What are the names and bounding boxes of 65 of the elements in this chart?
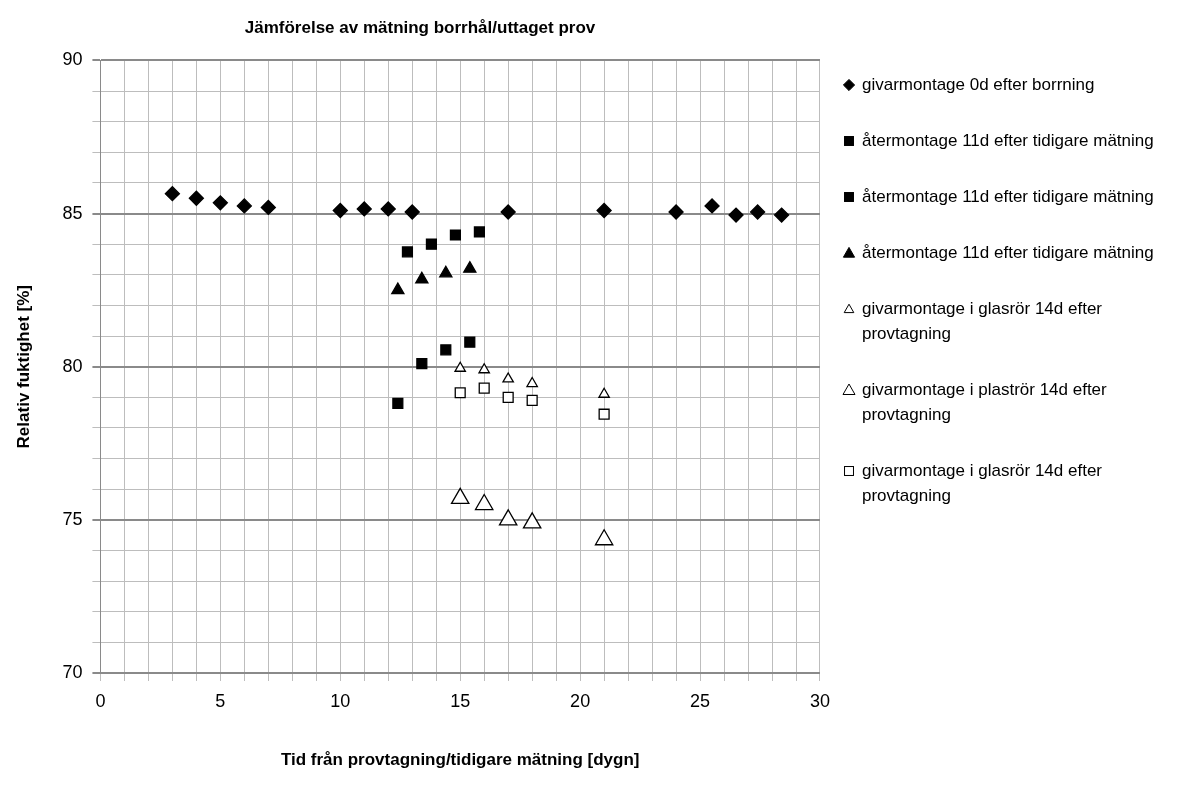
point bbox=[500, 204, 516, 220]
point bbox=[498, 509, 518, 526]
point bbox=[454, 361, 467, 372]
point bbox=[188, 190, 205, 206]
point bbox=[728, 207, 744, 223]
point bbox=[450, 487, 470, 505]
legend-label: givarmontage i plaströr 14d efter provtagning bbox=[862, 379, 1108, 426]
chart-title: Jämförelse av mätning borrhål/uttaget prov bbox=[244, 17, 596, 37]
point bbox=[473, 226, 485, 238]
point bbox=[380, 201, 396, 217]
y-tick-label: 85 bbox=[62, 202, 83, 223]
legend-label: givarmontage i glasrör 14d efter provtagning bbox=[862, 460, 1104, 507]
point bbox=[416, 358, 428, 370]
point bbox=[401, 246, 414, 258]
point bbox=[773, 207, 790, 223]
point bbox=[391, 282, 405, 295]
x-tick-label: 5 bbox=[215, 690, 226, 711]
point bbox=[502, 391, 514, 403]
legend-label: givarmontage i glasrör 14d efter provtagning bbox=[862, 298, 1104, 345]
point bbox=[474, 493, 494, 511]
x-tick-label: 25 bbox=[690, 690, 711, 711]
point bbox=[415, 271, 429, 284]
point bbox=[594, 529, 614, 546]
point bbox=[332, 202, 348, 219]
legend-label: återmontage 11d efter tidigare mätning bbox=[862, 130, 1154, 152]
point bbox=[404, 204, 420, 220]
point bbox=[425, 238, 438, 250]
x-axis-title: Tid från provtagning/tidigare mätning [dygn] bbox=[280, 750, 640, 770]
point bbox=[522, 512, 542, 529]
legend-label: givarmontage 0d efter borrning bbox=[862, 74, 1095, 96]
x-tick-label: 15 bbox=[450, 690, 471, 711]
point bbox=[449, 229, 462, 241]
point bbox=[598, 408, 610, 420]
point bbox=[212, 195, 228, 211]
point bbox=[440, 344, 452, 356]
point bbox=[164, 185, 181, 202]
point bbox=[260, 199, 276, 216]
point bbox=[478, 363, 491, 374]
point bbox=[502, 372, 515, 383]
x-tick-label: 10 bbox=[330, 690, 351, 711]
x-tick-label: 0 bbox=[95, 690, 106, 711]
legend-label: återmontage 11d efter tidigare mätning bbox=[862, 186, 1154, 208]
point bbox=[236, 198, 252, 214]
y-tick-label: 70 bbox=[62, 661, 83, 682]
x-tick-label: 30 bbox=[809, 690, 830, 711]
point bbox=[478, 382, 490, 394]
point bbox=[598, 387, 610, 398]
point bbox=[668, 204, 684, 220]
point bbox=[356, 201, 372, 217]
point bbox=[749, 204, 766, 220]
point bbox=[526, 394, 538, 406]
y-axis-title: Relativ fuktighet [%] bbox=[13, 285, 33, 449]
legend-label: återmontage 11d efter tidigare mätning bbox=[862, 242, 1154, 264]
point bbox=[454, 387, 466, 399]
y-tick-label: 90 bbox=[62, 49, 83, 70]
point bbox=[526, 376, 539, 388]
point bbox=[392, 397, 404, 410]
point bbox=[596, 202, 612, 219]
y-tick-label: 80 bbox=[62, 355, 83, 376]
y-tick-label: 75 bbox=[62, 508, 83, 529]
point bbox=[439, 265, 453, 278]
x-tick-label: 20 bbox=[570, 690, 591, 711]
point bbox=[463, 261, 477, 273]
point bbox=[464, 336, 476, 348]
point bbox=[704, 198, 720, 214]
